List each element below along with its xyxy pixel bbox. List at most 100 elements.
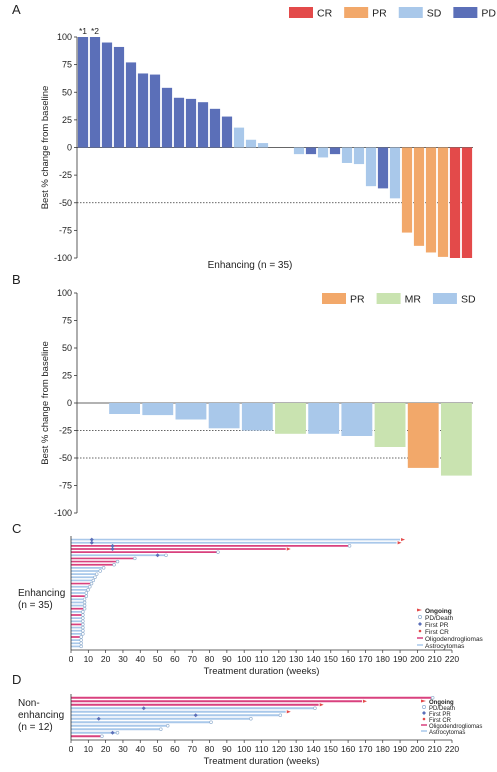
panel-c-pd-death-marker: [82, 597, 87, 601]
panel-c-x-tick-label: 30: [118, 654, 128, 664]
panel-c-x-tick-label: 130: [289, 654, 303, 664]
panel-c-pd-death-marker: [81, 610, 85, 614]
panel-a-bar: [413, 147, 425, 246]
panel-d-first-pr-marker: [110, 730, 115, 735]
panel-b-bar: [440, 403, 472, 476]
panel-c-first-pr-marker: [155, 553, 160, 558]
panel-d-pd-death-marker: [313, 706, 317, 710]
panel-c-pd-death-marker: [112, 563, 116, 567]
panel-c-x-tick-label: 20: [101, 654, 111, 664]
panel-c-x-tick-label: 180: [376, 654, 390, 664]
panel-d-x-tick-label: 70: [187, 744, 197, 754]
panel-a-y-tick-label: 25: [62, 115, 72, 125]
panel-a-bar: [401, 147, 413, 233]
panel-c-pd-death-marker: [91, 578, 95, 583]
panel-b-y-tick-label: 0: [67, 398, 72, 408]
panel-c-x-tick-label: 50: [153, 654, 163, 664]
panel-c-pd-death-marker: [164, 553, 168, 557]
panel-c-x-tick-label: 150: [324, 654, 338, 664]
panel-a-bar: [185, 98, 197, 148]
panel-c-pd-death-marker: [84, 591, 89, 595]
panel-c-pd-death-marker: [88, 585, 92, 589]
panel-a-bar: [329, 147, 341, 155]
panel-c-first-pr-marker: [89, 537, 94, 542]
panel-b-y-tick-label: -75: [59, 481, 72, 491]
panel-a-legend-label-pr: PR: [372, 8, 387, 20]
panel-a-y-tick-label: -50: [59, 198, 72, 208]
panel-b-legend-swatch-mr: [376, 293, 401, 304]
panel-c-pd-death-marker: [115, 559, 120, 564]
panel-a-y-tick-label: 75: [62, 60, 72, 70]
panel-label-b: B: [12, 272, 21, 287]
panel-c-pd-death-marker: [95, 572, 99, 576]
panel-c-pd-death-marker: [98, 569, 102, 573]
panel-d-x-tick-label: 60: [170, 744, 180, 754]
panel-b-bar: [374, 403, 406, 447]
panel-b-bar: [241, 403, 273, 431]
panel-c-side-label-line1: Enhancing: [18, 588, 66, 599]
panel-c-pd-death-marker: [81, 625, 85, 630]
panel-c-legend-label-oligodendrogliomas: Oligodendrogliomas: [425, 636, 484, 643]
panel-c-x-tick-label: 70: [187, 654, 197, 664]
panel-c-x-tick-label: 80: [205, 654, 215, 664]
panel-d-pd-death-marker: [431, 696, 435, 700]
panel-a-bar: [89, 37, 101, 148]
panel-d-x-tick-label: 90: [222, 744, 232, 754]
panel-a-bar: [377, 147, 389, 189]
panel-d-side-label-line1: Non-: [18, 698, 40, 709]
panel-d-first-pr-marker: [193, 713, 198, 718]
panel-a-annotation: *1: [79, 26, 87, 36]
panel-c-x-tick-label: 160: [341, 654, 355, 664]
panel-a-y-tick-label: -75: [59, 225, 72, 235]
panel-a-legend-swatch-cr: [289, 7, 313, 18]
panel-d-x-tick-label: 150: [324, 744, 338, 754]
panel-d-side-label-line2: enhancing: [18, 710, 65, 721]
panel-c-pd-death-marker: [216, 550, 220, 554]
panel-a-bar: [197, 102, 209, 148]
panel-c-pd-death-marker: [101, 566, 106, 570]
panel-b-y-tick-label: -25: [59, 426, 72, 436]
panel-d-legend-label-firstcr: First CR: [429, 718, 452, 724]
panel-c-x-tick-label: 90: [222, 654, 232, 664]
panel-c-pd-death-marker: [81, 616, 85, 620]
panel-c-legend-marker-first-pr: [418, 622, 422, 626]
panel-a-bar: [125, 62, 137, 148]
panel-d-pd-death-marker: [209, 720, 213, 724]
panel-c-x-tick-label: 120: [272, 654, 286, 664]
panel-c-pd-death-marker: [79, 641, 83, 645]
panel-c-x-tick-label: 220: [445, 654, 459, 664]
panel-b-y-tick-label: 75: [62, 316, 72, 326]
panel-d-x-tick-label: 20: [101, 744, 111, 754]
panel-c-pd-death-marker: [81, 632, 85, 636]
panel-d-legend-label-astrocytomas: Astrocytomas: [429, 730, 465, 736]
panel-d-legend-marker-pd-death: [422, 705, 426, 709]
panel-b-bar: [341, 403, 373, 436]
panel-d-x-tick-label: 170: [358, 744, 372, 754]
panel-b-y-tick-label: -100: [54, 508, 72, 518]
panel-c-legend-marker-first-cr: [418, 629, 422, 633]
panel-c-x-tick-label: 110: [255, 654, 269, 664]
panel-d-legend-marker-first-pr: [422, 711, 426, 715]
panel-d-legend-marker-ongoing: [421, 699, 426, 703]
panel-a-bar: [353, 147, 365, 165]
panel-d-x-tick-label: 220: [445, 744, 459, 754]
panel-a-bar: [161, 87, 173, 148]
panel-d-pd-death-marker: [159, 727, 163, 731]
panel-label-a: A: [12, 2, 21, 17]
panel-d-x-tick-label: 110: [255, 744, 269, 754]
panel-b-y-tick-label: 25: [62, 371, 72, 381]
panel-c-pd-death-marker: [81, 619, 85, 623]
panel-a-bar: [245, 139, 257, 148]
panel-b-bar: [275, 403, 306, 434]
panel-c-ongoing-arrow: [397, 541, 402, 545]
panel-c-legend-marker-pd-death: [418, 615, 422, 619]
panel-a-bar: [341, 147, 353, 163]
panel-c-side-label-line2: (n = 35): [18, 600, 53, 611]
panel-c-x-tick-label: 40: [136, 654, 146, 664]
panel-a-bar: [305, 147, 317, 155]
panel-a-bar: [449, 147, 461, 258]
panel-c-x-tick-label: 60: [170, 654, 180, 664]
panel-a-legend-label-pd: PD: [481, 8, 496, 20]
panel-c-legend-label-firstpr: First PR: [425, 622, 449, 629]
panel-b-bar: [109, 403, 141, 414]
